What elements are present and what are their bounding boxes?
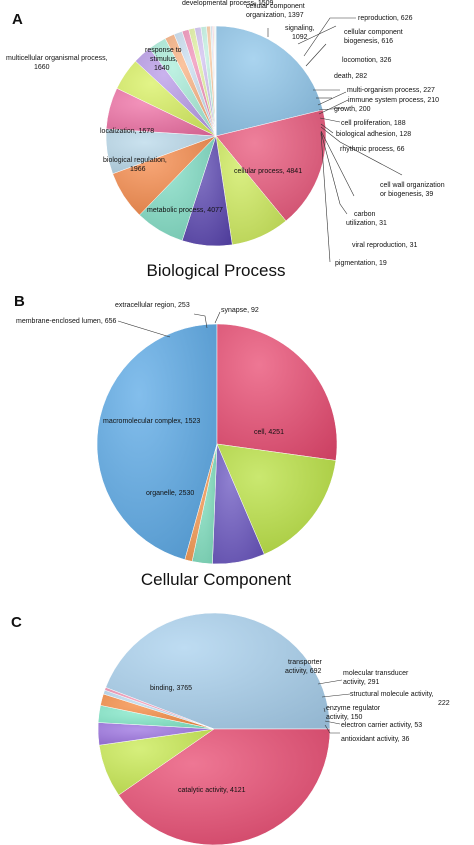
- label-response-to-stimulus-2: stimulus,: [150, 56, 178, 63]
- label-molecular-transducer-activity-2: activity, 291: [343, 679, 380, 686]
- label-antioxidant-activity: antioxidant activity, 36: [341, 736, 409, 743]
- label-biological-adhesion: biological adhesion, 128: [336, 131, 411, 138]
- label-growth: growth, 200: [334, 106, 371, 113]
- leader-lines: [117, 311, 221, 338]
- panel-letter: C: [11, 614, 22, 631]
- label-molecular-transducer-activity-1: molecular transducer: [343, 670, 409, 677]
- label-transporter-activity-2: activity, 692: [285, 668, 322, 675]
- label-cellular-component-biogenesis-2: biogenesis, 616: [344, 38, 393, 45]
- label-immune-system-process: immune system process, 210: [348, 97, 439, 104]
- label-transporter-activity-1: transporter: [288, 659, 323, 666]
- label-rhythmic-process: rhythmic process, 66: [340, 146, 405, 153]
- pie-slice-binding: [118, 728, 331, 845]
- label-catalytic-activity: catalytic activity, 4121: [178, 787, 246, 794]
- panel-letter: A: [12, 11, 23, 28]
- pie-slice-antioxidant-activity: [104, 687, 215, 730]
- label-organelle: organelle, 2530: [146, 490, 194, 497]
- label-cell-wall-organization-1: cell wall organization: [380, 182, 445, 189]
- label-biological-regulation-1: biological regulation,: [103, 157, 167, 164]
- label-enzyme-regulator-activity-1: enzyme regulator: [326, 705, 381, 712]
- label-structural-molecule-activity-1: structural molecule activity,: [350, 691, 434, 698]
- label-developmental-process: developmental process, 1509: [182, 0, 274, 7]
- label-multicellular-organismal-process-2: 1660: [34, 64, 50, 71]
- label-response-to-stimulus-1: response to: [145, 47, 182, 54]
- label-macromolecular-complex: macromolecular complex, 1523: [103, 418, 200, 425]
- pie-slices: [105, 25, 327, 247]
- label-structural-molecule-activity-2: 222: [438, 700, 450, 707]
- label-death: death, 282: [334, 73, 367, 80]
- label-viral-reproduction: viral reproduction, 31: [352, 242, 417, 249]
- label-response-to-stimulus-3: 1640: [154, 65, 170, 72]
- panel-b: B extracellular region, 253 synapse, 92 …: [14, 293, 338, 589]
- label-carbon-utilization-1: carbon: [354, 211, 376, 218]
- label-binding: binding, 3765: [150, 685, 192, 692]
- pie-slice-macromolecular-complex: [216, 443, 337, 555]
- label-membrane-enclosed-lumen: membrane-enclosed lumen, 656: [16, 318, 116, 325]
- label-enzyme-regulator-activity-2: activity, 150: [326, 714, 363, 721]
- leader-lines: [267, 17, 403, 263]
- pie-slice-cellular-process: [215, 25, 324, 137]
- pie-slice-catalytic-activity: [105, 612, 331, 730]
- panel-c: C transporter activity, 692 molecular tr…: [11, 612, 450, 845]
- label-cellular-process: cellular process, 4841: [234, 168, 302, 175]
- leader-lines: [317, 679, 351, 734]
- label-signaling-1: signaling,: [285, 25, 315, 32]
- label-cellular-component-biogenesis-1: cellular component: [344, 29, 403, 36]
- pie-slice-pigmentation: [215, 25, 217, 137]
- label-metabolic-process: metabolic process, 4077: [147, 207, 223, 214]
- label-localization: localization, 1678: [100, 128, 154, 135]
- label-reproduction: reproduction, 626: [358, 15, 413, 22]
- pie-slices: [96, 323, 338, 565]
- pie-slice-cell: [96, 323, 218, 560]
- label-multi-organism-process: multi-organism process, 227: [347, 87, 435, 94]
- chart-title: Biological Process: [147, 261, 286, 280]
- pie-slice-metabolic-process: [215, 109, 327, 222]
- label-cell-wall-organization-2: or biogenesis, 39: [380, 191, 433, 198]
- label-cell: cell, 4251: [254, 429, 284, 436]
- chart-title: Cellular Component: [141, 570, 292, 589]
- panel-a: A developmental process, 1509 cellular c…: [6, 0, 445, 280]
- label-synapse: synapse, 92: [221, 307, 259, 314]
- label-cellular-component-organization-2: organization, 1397: [246, 12, 304, 19]
- label-biological-regulation-2: 1966: [130, 166, 146, 173]
- label-pigmentation: pigmentation, 19: [335, 260, 387, 267]
- label-signaling-2: 1092: [292, 34, 308, 41]
- label-cell-proliferation: cell proliferation, 188: [341, 120, 406, 127]
- panel-letter: B: [14, 293, 25, 310]
- label-cellular-component-organization-1: cellular component: [246, 3, 305, 10]
- pie-slice-synapse: [184, 443, 218, 562]
- label-extracellular-region: extracellular region, 253: [115, 302, 190, 309]
- pie-slice-organelle: [216, 323, 338, 461]
- label-locomotion: locomotion, 326: [342, 57, 392, 64]
- label-electron-carrier-activity: electron carrier activity, 53: [341, 722, 422, 729]
- label-carbon-utilization-2: utilization, 31: [346, 220, 387, 227]
- label-multicellular-organismal-process-1: multicellular organismal process,: [6, 55, 108, 62]
- pie-slices: [97, 612, 331, 845]
